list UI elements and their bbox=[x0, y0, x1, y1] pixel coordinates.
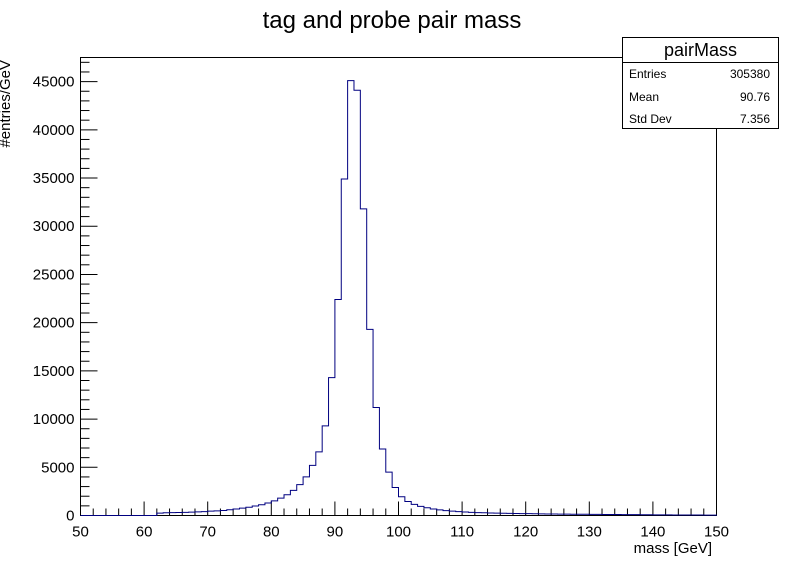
x-tick-label: 100 bbox=[386, 524, 411, 541]
y-axis-label: #entries/GeV bbox=[0, 60, 14, 148]
stats-label-entries: Entries bbox=[629, 67, 667, 81]
x-tick-label: 150 bbox=[704, 524, 729, 541]
stats-box-title: pairMass bbox=[623, 38, 778, 63]
stats-value-mean: 90.76 bbox=[739, 89, 770, 104]
stats-row-mean: Mean 90.76 bbox=[623, 86, 778, 109]
y-tick-label: 0 bbox=[66, 508, 74, 525]
x-tick-label: 50 bbox=[72, 524, 89, 541]
y-tick-label: 10000 bbox=[33, 411, 75, 428]
y-tick-label: 20000 bbox=[33, 315, 75, 332]
x-tick-label: 110 bbox=[450, 524, 474, 541]
y-tick-label: 25000 bbox=[33, 266, 75, 283]
x-axis-label: mass [GeV] bbox=[634, 540, 712, 557]
x-tick-label: 120 bbox=[513, 524, 538, 541]
stats-row-entries: Entries 305380 bbox=[623, 63, 778, 86]
x-tick-label: 90 bbox=[327, 524, 344, 541]
y-tick-label: 5000 bbox=[41, 459, 74, 476]
x-tick-label: 130 bbox=[577, 524, 602, 541]
x-tick-label: 70 bbox=[199, 524, 216, 541]
x-tick-label: 140 bbox=[640, 524, 665, 541]
stats-label-std-dev: Std Dev bbox=[629, 112, 672, 126]
stats-row-std-dev: Std Dev 7.356 bbox=[623, 108, 778, 131]
stats-value-std-dev: 7.356 bbox=[739, 112, 770, 126]
y-tick-label: 15000 bbox=[33, 363, 75, 380]
stats-label-mean: Mean bbox=[629, 89, 660, 104]
stats-box: pairMass Entries 305380 Mean 90.76 Std D… bbox=[622, 37, 779, 129]
x-tick-label: 80 bbox=[263, 524, 280, 541]
plot-frame bbox=[80, 57, 717, 516]
histogram-line bbox=[80, 80, 717, 516]
x-axis-tick-labels: 50 60 70 80 90 100 110 120 130 140 150 bbox=[72, 524, 729, 541]
y-axis-ticks bbox=[80, 61, 98, 516]
chart-title: tag and probe pair mass bbox=[263, 7, 522, 34]
y-tick-label: 40000 bbox=[33, 122, 75, 139]
y-axis-tick-labels: 0 5000 10000 15000 20000 25000 30000 35000 40000… bbox=[33, 74, 75, 525]
stats-value-entries: 305380 bbox=[729, 67, 770, 81]
y-tick-label: 45000 bbox=[33, 74, 75, 91]
x-tick-label: 60 bbox=[136, 524, 153, 541]
y-tick-label: 30000 bbox=[33, 218, 75, 235]
y-tick-label: 35000 bbox=[33, 170, 75, 187]
